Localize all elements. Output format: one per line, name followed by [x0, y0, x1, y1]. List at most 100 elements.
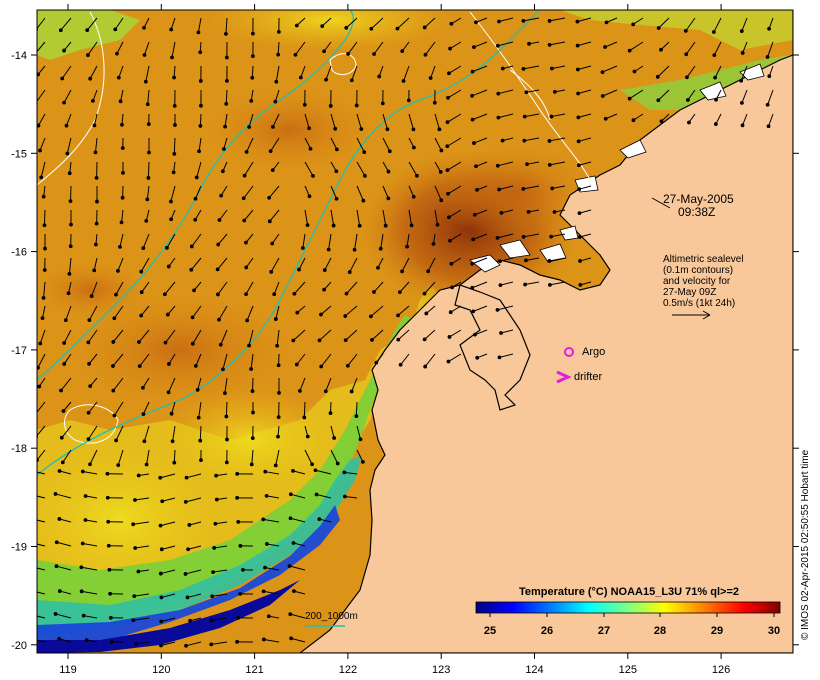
velocity-arrow-head — [219, 193, 224, 198]
velocity-arrow — [345, 329, 358, 341]
velocity-arrow-head — [547, 259, 552, 263]
velocity-arrow-head — [134, 641, 139, 646]
velocity-arrow-head — [445, 144, 450, 149]
velocity-arrow — [602, 65, 618, 73]
velocity-arrow-head — [292, 291, 297, 296]
velocity-arrow — [113, 401, 124, 416]
velocity-arrow — [170, 17, 176, 30]
velocity-arrow-head — [712, 53, 717, 58]
velocity-arrow-head — [86, 410, 91, 415]
velocity-arrow — [56, 565, 72, 571]
velocity-arrow-head — [575, 43, 580, 48]
velocity-arrow — [37, 519, 46, 523]
velocity-arrow-head — [423, 364, 428, 369]
velocity-arrow — [139, 353, 150, 367]
velocity-arrow — [290, 613, 306, 619]
velocity-arrow — [579, 185, 592, 190]
warm-patch — [37, 260, 150, 320]
velocity-arrow — [59, 518, 72, 523]
velocity-arrow-head — [215, 292, 220, 297]
velocity-arrow — [85, 495, 98, 499]
velocity-arrow-head — [305, 434, 310, 439]
velocity-arrow-head — [238, 591, 243, 596]
velocity-arrow — [447, 185, 462, 195]
velocity-arrow — [37, 41, 46, 53]
velocity-arrow — [498, 89, 514, 95]
velocity-arrow — [473, 41, 488, 48]
bathymetry-1000m-contour — [37, 10, 354, 381]
velocity-arrow-head — [396, 313, 400, 318]
velocity-arrow-head — [308, 146, 313, 151]
velocity-arrow-head — [136, 473, 141, 478]
velocity-arrow — [211, 641, 228, 645]
velocity-arrow-head — [525, 162, 529, 167]
velocity-arrow — [276, 329, 280, 346]
velocity-arrow — [134, 593, 150, 597]
velocity-arrow-head — [37, 72, 40, 77]
velocity-arrow-head — [473, 332, 477, 337]
velocity-arrow-head — [108, 615, 113, 620]
velocity-arrow — [81, 566, 98, 571]
velocity-arrow — [424, 353, 436, 367]
velocity-arrow-head — [521, 18, 526, 23]
velocity-arrow-head — [209, 618, 214, 623]
velocity-arrow-head — [500, 138, 505, 143]
velocity-arrow-head — [343, 338, 348, 343]
argo-marker — [564, 347, 574, 357]
velocity-arrow-head — [193, 217, 198, 222]
velocity-arrow — [91, 281, 98, 297]
velocity-arrow-head — [521, 66, 526, 71]
velocity-arrow-head — [428, 76, 433, 80]
velocity-arrow — [142, 401, 150, 415]
velocity-arrow-head — [272, 292, 277, 297]
velocity-arrow — [60, 17, 72, 31]
velocity-arrow-head — [59, 388, 63, 393]
north-green-patch — [37, 10, 140, 60]
velocity-arrow-head — [38, 341, 43, 346]
velocity-arrow-head — [42, 268, 47, 272]
velocity-arrow — [88, 353, 98, 365]
velocity-arrow-head — [88, 462, 92, 467]
velocity-arrow-head — [499, 331, 503, 335]
velocity-arrow-head — [426, 269, 431, 274]
velocity-arrow-head — [354, 103, 359, 108]
velocity-arrow-head — [121, 170, 125, 175]
velocity-arrow-head — [683, 28, 688, 33]
velocity-arrow — [330, 449, 339, 464]
velocity-arrow-head — [398, 362, 403, 367]
velocity-arrow — [526, 89, 540, 93]
velocity-arrow — [400, 353, 410, 366]
velocity-arrow-head — [165, 245, 169, 250]
velocity-arrow-head — [369, 26, 374, 31]
velocity-arrow-head — [603, 116, 608, 121]
velocity-arrow — [59, 470, 72, 475]
velocity-arrow — [450, 305, 462, 313]
velocity-arrow — [217, 281, 228, 295]
legend-line-5: 0.5m/s (1kt 24h) — [663, 298, 735, 309]
velocity-arrow-head — [368, 314, 373, 319]
velocity-arrow-head — [331, 223, 336, 228]
velocity-arrow — [66, 137, 72, 154]
velocity-arrow-head — [405, 244, 409, 249]
velocity-arrow-head — [450, 285, 454, 290]
velocity-arrow — [223, 137, 228, 150]
velocity-arrow — [449, 41, 462, 50]
velocity-arrow-head — [627, 96, 632, 101]
velocity-arrow — [373, 41, 384, 55]
velocity-arrow-head — [224, 460, 229, 465]
velocity-arrow-head — [197, 149, 202, 154]
velocity-arrow — [290, 493, 306, 499]
velocity-arrow — [116, 41, 124, 54]
velocity-arrow-head — [142, 53, 147, 57]
velocity-arrow-head — [447, 71, 451, 76]
velocity-arrow — [356, 185, 364, 201]
velocity-arrow-head — [199, 103, 203, 108]
velocity-arrow-head — [319, 364, 324, 369]
velocity-arrow — [191, 233, 202, 247]
velocity-arrow-head — [549, 234, 554, 239]
velocity-arrow-head — [236, 615, 241, 620]
velocity-arrow-head — [547, 139, 552, 143]
velocity-arrow — [325, 377, 332, 392]
velocity-arrow-head — [495, 307, 500, 312]
coastal-green-zone — [37, 315, 415, 630]
